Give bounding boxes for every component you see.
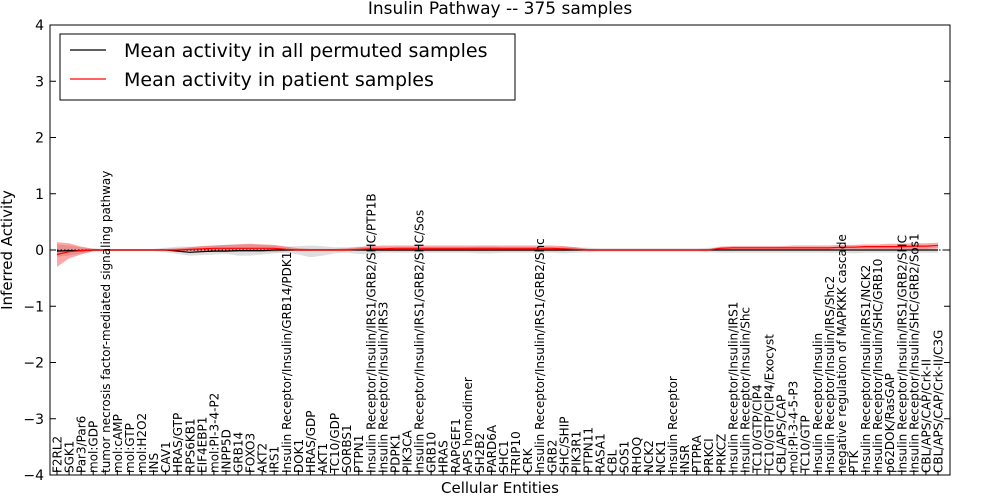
legend-box [59, 33, 516, 101]
x-tick-label: SHC/SHIP [557, 417, 571, 473]
x-tick-label: SGK1 [63, 441, 77, 473]
x-tick-label: TC10/GTP/CIP4/Exocyst [763, 334, 777, 474]
x-tick-label: PTK [847, 449, 861, 473]
x-tick-label: AKT2 [256, 443, 270, 473]
x-tick-label: TC10/GTP/CIP4 [751, 384, 765, 474]
x-tick-label: PIK3R1 [569, 431, 583, 473]
x-tick-label: mol:H2O2 [135, 413, 149, 473]
y-tick-label: 2 [35, 131, 44, 147]
x-tick-label: SHC1 [497, 440, 511, 473]
x-tick-label: TC10/GTP [799, 415, 813, 474]
x-tick-label: SORBS1 [340, 424, 354, 473]
y-tick-label: −1 [23, 299, 44, 315]
x-tick-label: HRAS/GDP [304, 410, 318, 473]
x-tick-label: CBL/APS/CAP [775, 395, 789, 473]
y-axis-label: Inferred Activity [0, 190, 16, 310]
x-tick-label: SH2B2 [473, 433, 487, 473]
x-tick-label: INSR [678, 445, 692, 473]
x-tick-label: RHOQ [630, 437, 644, 473]
x-tick-label: NCK1 [654, 440, 668, 473]
y-tick-label: −2 [23, 356, 44, 372]
y-tick-label: −3 [23, 412, 44, 428]
x-tick-label: Insulin Receptor/Insulin/IRS1/GRB2/SHC [895, 235, 909, 473]
x-tick-label: SOS1 [618, 441, 632, 473]
y-tick-label: 3 [35, 74, 44, 90]
x-tick-label: Insulin Receptor/Insulin/IRS3 [376, 302, 390, 473]
chart-title: Insulin Pathway -- 375 samples [368, 0, 633, 19]
x-tick-label: GRB10 [425, 432, 439, 473]
x-tick-label: Par3/Par6 [75, 416, 89, 473]
y-tick-label: 4 [35, 18, 44, 34]
x-tick-label: CBL/APS/CAP/Crk-II [919, 359, 933, 473]
x-tick-label: tumor necrosis factor-mediated signaling… [99, 171, 113, 473]
x-tick-label: AKT1 [316, 443, 330, 473]
x-tick-label: Insulin Receptor/Insulin [811, 333, 825, 473]
x-tick-label: INS [147, 453, 161, 473]
x-tick-label: Insulin Receptor [666, 376, 680, 473]
x-tick-label: PIK3CA [401, 429, 415, 473]
x-tick-label: Insulin Receptor/Insulin/IRS/Shc2 [823, 276, 837, 473]
x-tick-label: F2RL2 [51, 436, 65, 473]
x-tick-label: IRS1 [268, 446, 282, 473]
x-tick-label: RASA1 [594, 433, 608, 473]
x-tick-label: mol:GDP [87, 421, 101, 473]
x-tick-label: Insulin Receptor/Insulin/IRS1/GRB2/SHC/P… [364, 193, 378, 473]
x-tick-label: DOK1 [292, 439, 306, 473]
x-tick-label: PARD6A [485, 424, 499, 473]
x-tick-label: p62DOK/RasGAP [883, 373, 897, 473]
plot-area: −4 −3 −2 −1 0 1 2 3 4 F2RL2SGK1Par3/Par6mol:GDPtu… [23, 18, 950, 484]
x-tick-label: negative regulation of MAPKKK cascade [835, 234, 849, 473]
x-tick-label: PTPN11 [582, 427, 596, 473]
x-tick-label: PTPRA [690, 434, 704, 473]
x-tick-label: TC10/GDP [328, 413, 342, 474]
x-tick-label: PTPN1 [352, 435, 366, 473]
x-tick-label: FOXO3 [244, 433, 258, 473]
x-tick-label: RPS6KB1 [183, 418, 197, 473]
x-tick-label: GRB14 [232, 432, 246, 473]
x-tick-label: TRIP10 [509, 431, 523, 474]
x-tick-label: INPP5D [220, 429, 234, 473]
patient-mean-line [56, 244, 939, 256]
x-tick-label: mol:GTP [123, 423, 137, 473]
x-tick-label: Insulin Receptor/Insulin/IRS1/GRB2/SHC/S… [413, 210, 427, 473]
x-tick-label: Insulin Receptor/Insulin/SHC/GRB10 [871, 259, 885, 473]
y-tick-label: 0 [35, 243, 44, 259]
y-tick-label: 1 [35, 187, 44, 203]
legend-label-permuted: Mean activity in all permuted samples [124, 40, 487, 62]
x-tick-label: Insulin Receptor/Insulin/IRS1 [726, 302, 740, 473]
y-tick-label: −4 [23, 468, 44, 484]
x-tick-label: mol:PI-3-4-5-P3 [787, 381, 801, 473]
x-tick-label: Insulin Receptor/Insulin/IRS1/GRB2/Shc [533, 238, 547, 473]
x-tick-label: GRB2 [545, 439, 559, 473]
x-tick-label: mol:cAMP [111, 414, 125, 473]
x-tick-label: PDPK1 [388, 434, 402, 473]
x-tick-label: Insulin Receptor/Insulin/GRB14/PDK1 [280, 252, 294, 473]
x-tick-label: PRKCI [702, 438, 716, 473]
x-tick-label: CAV1 [159, 441, 173, 473]
x-tick-label: Insulin Receptor/Insulin/IRS1/NCK2 [859, 265, 873, 473]
x-tick-label: Insulin Receptor/Insulin/SHC/GRB2/Sos1 [907, 233, 921, 473]
x-tick-label: HRAS/GTP [171, 413, 185, 473]
x-axis-label: Cellular Entities [441, 479, 559, 497]
x-tick-label: mol:PI-3-4-P2 [207, 393, 221, 473]
x-tick-label: CRK [521, 447, 535, 473]
permuted-range-band [57, 244, 938, 258]
x-tick-label: EIF4EBP1 [195, 417, 209, 473]
x-tick-label: CBL/APS/CAP/Crk-II/C3G [932, 330, 946, 473]
x-tick-label: PRKCZ [714, 434, 728, 473]
x-tick-label: NCK2 [642, 440, 656, 473]
permuted-mean-line [56, 249, 938, 253]
x-tick-label: RAPGEF1 [449, 418, 463, 473]
legend-label-patient: Mean activity in patient samples [124, 69, 434, 91]
x-tick-label: Insulin Receptor/Insulin/Shc [738, 307, 752, 473]
x-tick-label: HRAS [437, 440, 451, 473]
x-tick-label: APS homodimer [461, 377, 475, 473]
legend: Mean activity in all permuted samples Me… [59, 33, 516, 101]
x-tick-label: CBL [606, 449, 620, 473]
plot-frame [49, 24, 951, 476]
